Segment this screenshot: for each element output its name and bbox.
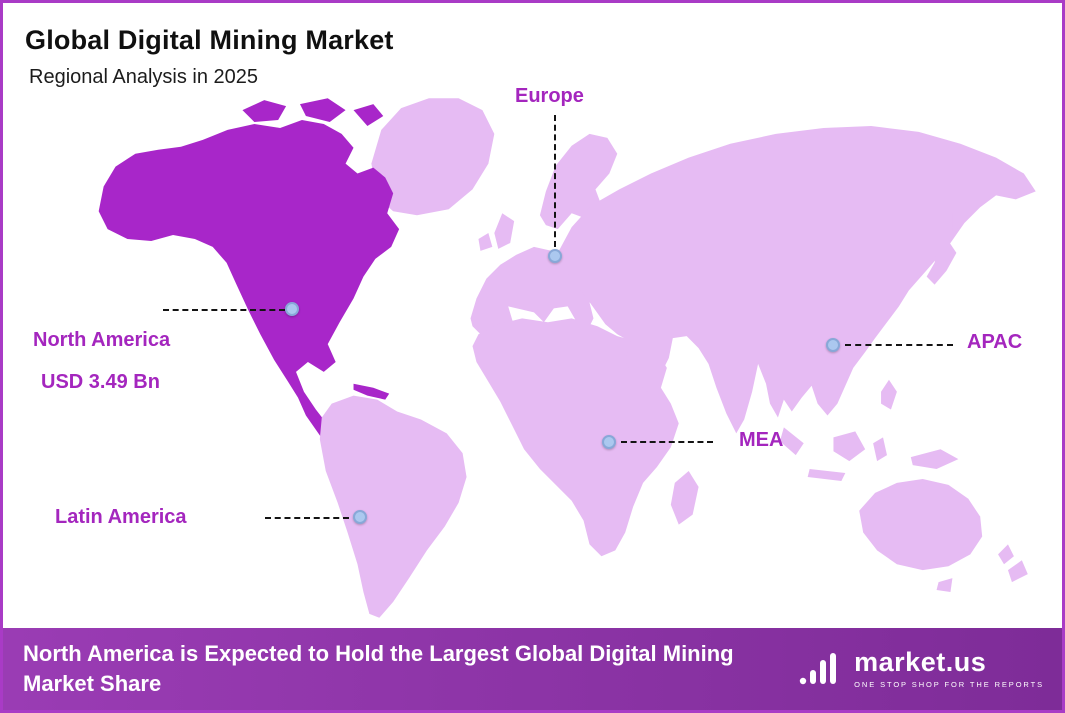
- islands-southeast-asia: [779, 379, 959, 481]
- marker-latin-america: [353, 510, 367, 524]
- label-europe: Europe: [515, 85, 584, 107]
- label-mea: MEA: [739, 429, 784, 451]
- footer-headline: North America is Expected to Hold the La…: [23, 639, 734, 698]
- footer-headline-line2: Market Share: [23, 671, 162, 696]
- continent-africa: [472, 318, 679, 557]
- marketus-logo-name: market.us: [854, 647, 987, 677]
- continent-australia: [859, 478, 983, 571]
- footer-headline-line1: North America is Expected to Hold the La…: [23, 641, 734, 667]
- caribbean-islands: [353, 383, 390, 400]
- islands-japan: [926, 193, 967, 285]
- page-title: Global Digital Mining Market: [25, 25, 394, 55]
- arctic-islands: [242, 98, 384, 126]
- continent-greenland: [371, 98, 495, 216]
- leader-line-europe: [554, 115, 556, 247]
- island-madagascar: [670, 471, 699, 525]
- continent-asia: [557, 125, 1036, 434]
- header: Global Digital Mining Market Regional An…: [25, 25, 394, 89]
- page-subtitle: Regional Analysis in 2025: [29, 66, 259, 88]
- islands-new-zealand: [998, 544, 1028, 583]
- island-iceland: [430, 151, 461, 174]
- leader-line-latin-america: [265, 517, 349, 519]
- marketus-logo-tagline: ONE STOP SHOP FOR THE REPORTS: [854, 680, 1044, 689]
- leader-line-north-america: [163, 309, 285, 311]
- marketus-logo-text: market.us ONE STOP SHOP FOR THE REPORTS: [854, 647, 1044, 690]
- marker-mea: [602, 435, 616, 449]
- marketus-logo: market.us ONE STOP SHOP FOR THE REPORTS: [798, 649, 1044, 689]
- leader-line-apac: [845, 344, 953, 346]
- continent-south-america: [319, 395, 467, 618]
- label-apac: APAC: [967, 331, 1023, 353]
- island-tasmania: [936, 578, 953, 593]
- leader-line-mea: [621, 441, 713, 443]
- marker-europe: [548, 249, 562, 263]
- marketus-logo-icon: [799, 653, 837, 685]
- value-north-america: USD 3.49 Bn: [41, 371, 160, 393]
- label-latin-america: Latin America: [55, 506, 187, 528]
- label-north-america: North America: [33, 329, 171, 351]
- footer-banner: North America is Expected to Hold the La…: [3, 628, 1062, 710]
- marker-north-america: [285, 302, 299, 316]
- marker-apac: [826, 338, 840, 352]
- continent-north-america: [98, 120, 400, 448]
- world-map: [98, 98, 1036, 618]
- island-uk: [478, 213, 515, 251]
